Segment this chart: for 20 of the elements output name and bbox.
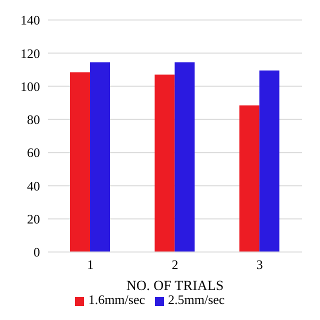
- bar: [70, 72, 90, 252]
- x-tick-label: 2: [172, 257, 178, 272]
- y-tick-label: 140: [20, 12, 40, 28]
- y-tick-label: 40: [27, 178, 40, 194]
- bar: [239, 105, 260, 252]
- bar: [174, 62, 195, 252]
- legend-label: 2.5mm/sec: [168, 292, 225, 307]
- x-axis-title: NO. OF TRIALS: [126, 279, 224, 294]
- x-tick-label: 1: [87, 257, 94, 272]
- x-tick-label: 3: [256, 257, 263, 272]
- y-tick-label: 0: [34, 244, 40, 260]
- legend-label: 1.6mm/sec: [88, 292, 145, 307]
- y-tick-label: 100: [20, 78, 40, 94]
- bar: [154, 74, 175, 252]
- bar: [259, 70, 280, 252]
- y-tick-label: 60: [27, 145, 40, 160]
- y-tick-label: 20: [27, 211, 40, 226]
- bar: [90, 62, 110, 252]
- y-tick-label: 120: [20, 46, 40, 61]
- y-tick-label: 80: [27, 112, 40, 128]
